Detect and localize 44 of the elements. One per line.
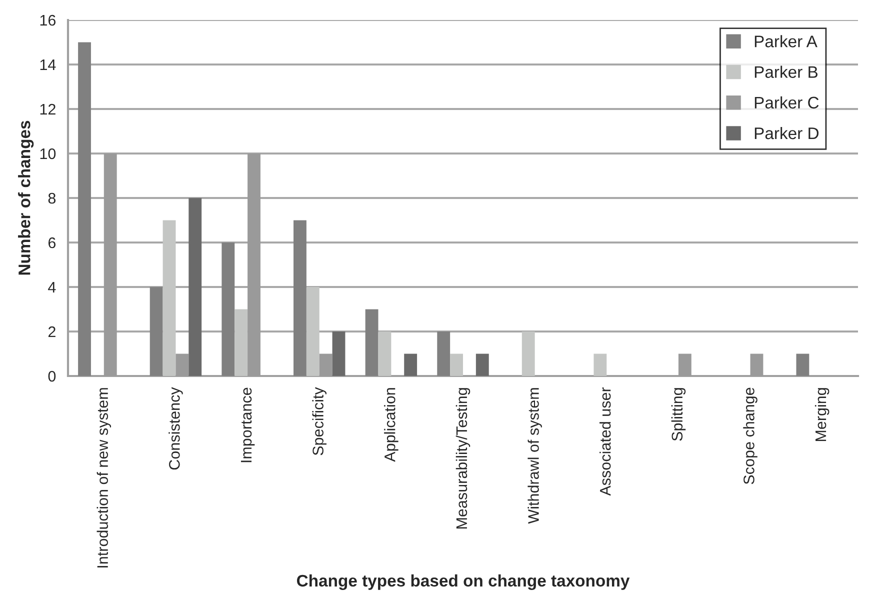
bar xyxy=(78,42,91,376)
y-tick-label: 4 xyxy=(48,282,56,293)
x-tick-label: Importance xyxy=(240,388,255,462)
y-tick-label: 14 xyxy=(40,60,56,70)
x-tick-label: Measurability/Testing xyxy=(456,388,470,528)
y-tick-label: 6 xyxy=(48,237,56,248)
bar xyxy=(437,332,450,376)
bar xyxy=(188,198,202,376)
bar xyxy=(234,309,248,376)
bar xyxy=(404,354,418,376)
x-tick-label: Merging xyxy=(814,388,830,442)
x-tick-label: Introduction of new system xyxy=(96,388,112,568)
x-tick-label: Consistency xyxy=(168,387,183,470)
bar xyxy=(378,332,392,376)
bar xyxy=(306,287,320,376)
bar xyxy=(796,354,810,376)
y-tick-label: 16 xyxy=(40,14,56,26)
legend-label: Parker B xyxy=(754,66,818,78)
bar xyxy=(450,354,463,376)
bar xyxy=(594,354,607,376)
x-tick-label: Scope change xyxy=(743,388,758,484)
x-tick-label: Withdrawl of system xyxy=(528,388,542,524)
bar xyxy=(522,332,535,376)
legend-label: Parker C xyxy=(754,96,819,109)
legend-label: Parker A xyxy=(754,35,818,48)
x-tick-label: Associated user xyxy=(600,387,611,496)
y-tick-label: 2 xyxy=(48,326,56,338)
legend-label: Parker D xyxy=(754,126,819,140)
y-tick-label: 10 xyxy=(40,148,56,160)
bar xyxy=(150,287,163,376)
x-tick-label: Application xyxy=(384,388,398,462)
y-axis-title: Number of changes xyxy=(18,120,34,275)
bar xyxy=(476,354,489,376)
bar xyxy=(294,220,306,376)
bar xyxy=(222,242,235,376)
bar xyxy=(332,332,346,376)
x-axis-title: Change types based on change taxonomy xyxy=(296,574,630,590)
bar xyxy=(162,220,176,376)
x-tick-label: Splitting xyxy=(671,388,686,441)
y-tick-label: 0 xyxy=(48,370,56,382)
y-tick-label: 8 xyxy=(48,192,56,204)
y-tick-label: 12 xyxy=(40,104,56,115)
x-tick-label: Specificity xyxy=(312,387,326,456)
bar xyxy=(365,309,378,376)
